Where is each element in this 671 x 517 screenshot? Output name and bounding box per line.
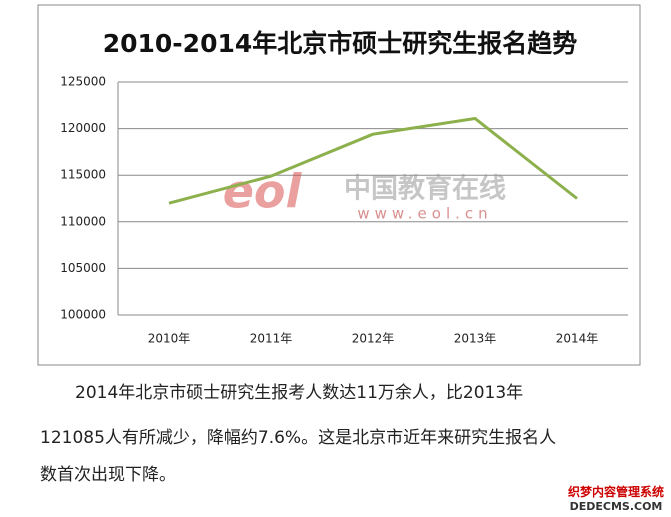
chart: 2010-2014年北京市硕士研究生报名趋势 100000 105000 11000… (37, 4, 641, 366)
y-tick-label: 100000 (60, 308, 106, 322)
chart-frame (37, 4, 641, 366)
corner-mark-name: 织梦内容管理系统 (567, 485, 664, 499)
x-tick-label: 2010年 (148, 332, 191, 346)
x-tick-label: 2011年 (250, 332, 293, 346)
y-tick-label: 115000 (60, 168, 106, 182)
caption-line: 121085人有所减少，降幅约7.6%。这是北京市近年来研究生报名人 (40, 428, 557, 448)
x-tick-label: 2014年 (556, 332, 599, 346)
y-tick-label: 105000 (60, 261, 106, 275)
caption-line: 2014年北京市硕士研究生报考人数达11万余人，比2013年 (75, 383, 524, 403)
y-tick-label: 125000 (60, 75, 106, 89)
corner-mark-url: DEDECMS.COM (569, 500, 663, 513)
x-tick-label: 2012年 (352, 332, 395, 346)
corner-mark: 织梦内容管理系统 DEDECMS.COM (564, 482, 667, 514)
line-series (168, 116, 578, 205)
watermark-logo: eol (223, 165, 303, 219)
caption-line: 数首次出现下降。 (40, 465, 176, 485)
watermark: eol 中国教育在线 www.eol.cn (223, 165, 506, 223)
y-tick-label: 110000 (60, 214, 106, 228)
y-tick-label: 120000 (60, 121, 106, 135)
chart-title: 2010-2014年北京市硕士研究生报名趋势 (103, 29, 578, 58)
watermark-url: www.eol.cn (357, 205, 492, 223)
watermark-name: 中国教育在线 (344, 173, 506, 205)
x-tick-label: 2013年 (454, 332, 497, 346)
